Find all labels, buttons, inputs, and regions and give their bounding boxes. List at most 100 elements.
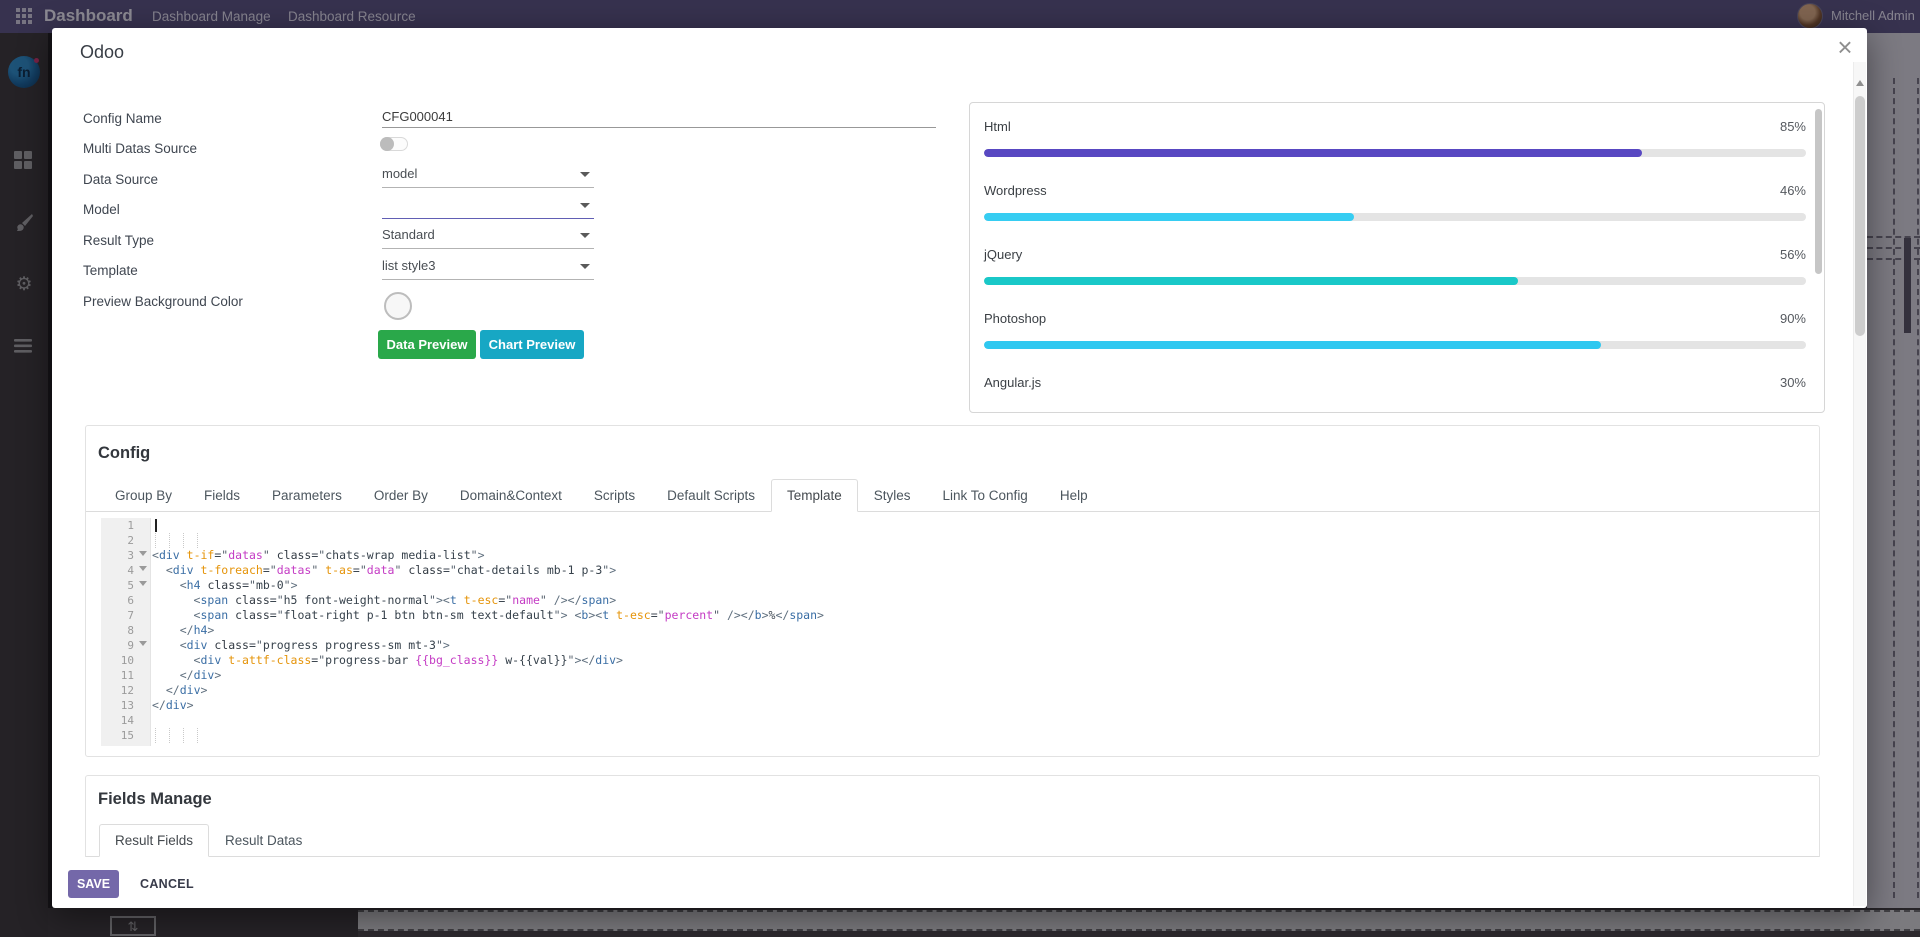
preview-background-color-swatch[interactable] <box>384 292 412 320</box>
tab-scripts[interactable]: Scripts <box>593 488 636 503</box>
modal-scrollbar[interactable] <box>1853 62 1866 906</box>
code-line[interactable]: <div t-if="datas" class="chats-wrap medi… <box>152 548 485 562</box>
code-line[interactable]: <div class="progress progress-sm mt-3"> <box>179 638 450 652</box>
multi-datas-source-toggle[interactable] <box>380 137 408 151</box>
tab-default-scripts[interactable]: Default Scripts <box>667 488 755 503</box>
cancel-button[interactable]: CANCEL <box>140 877 194 891</box>
config-name-label: Config Name <box>83 111 162 126</box>
code-line[interactable]: <span class="h5 font-weight-normal"><t t… <box>193 593 617 607</box>
result-type-select[interactable]: Standard <box>382 223 594 249</box>
menu-dashboard-manage[interactable]: Dashboard Manage <box>152 9 271 24</box>
scrollbar-thumb[interactable] <box>1855 96 1865 336</box>
progress-item-jquery: jQuery 56% <box>984 231 1806 295</box>
backdrop-dark-strip <box>358 931 1920 937</box>
user-name: Mitchell Admin <box>1831 8 1915 23</box>
multi-datas-source-label: Multi Datas Source <box>83 141 198 156</box>
indent-guide <box>197 533 198 548</box>
code-line[interactable] <box>152 713 1806 728</box>
chevron-down-icon <box>580 172 590 177</box>
panel-scrollbar-thumb[interactable] <box>1815 109 1822 274</box>
sidebar-gear-icon[interactable]: ⚙ <box>15 274 33 295</box>
save-button[interactable]: SAVE <box>68 870 119 898</box>
tab-help[interactable]: Help <box>1059 488 1088 503</box>
tab-domain-context[interactable]: Domain&Context <box>459 488 562 503</box>
code-editor[interactable]: 1 2 3 4 5 6 7 8 9 10 11 12 13 14 15 <div t-if="datas" … <box>101 518 1806 746</box>
code-line[interactable] <box>152 518 1806 533</box>
menu-dashboard-resource[interactable]: Dashboard Resource <box>288 9 416 24</box>
backdrop-dashed-line <box>1917 78 1919 898</box>
sidebar-grid-icon[interactable] <box>14 151 34 171</box>
scroll-up-icon[interactable] <box>1856 80 1864 86</box>
app-logo[interactable]: fn <box>8 56 40 88</box>
swap-arrows-icon: ⇅ <box>110 916 156 936</box>
backdrop-dashed-panel <box>358 910 1920 931</box>
line-number: 5 <box>101 578 150 593</box>
template-select[interactable]: list style3 <box>382 254 594 280</box>
template-label: Template <box>83 263 138 278</box>
line-number: 15 <box>120 729 134 742</box>
fold-caret-icon[interactable] <box>139 581 147 586</box>
progress-item-html: Html 85% <box>984 103 1806 167</box>
sidebar-menu-icon[interactable] <box>14 339 34 359</box>
progress-percent: 85% <box>1779 119 1806 134</box>
config-name-input[interactable] <box>382 106 936 128</box>
backdrop-dashed-line <box>1867 247 1920 249</box>
line-number: 1 <box>127 519 134 532</box>
code-line[interactable]: <span class="float-right p-1 btn btn-sm … <box>193 608 824 622</box>
tab-fields[interactable]: Fields <box>204 488 241 503</box>
data-source-select[interactable]: model <box>382 162 594 188</box>
preview-background-color-label: Preview Background Color <box>83 294 243 309</box>
tab-template[interactable]: Template <box>770 479 858 512</box>
progress-fill <box>984 277 1519 285</box>
progress-track <box>984 341 1806 349</box>
config-card: Config Group By Fields Parameters Order By D… <box>85 425 1820 757</box>
line-number: 12 <box>120 684 134 697</box>
tab-group-by[interactable]: Group By <box>115 488 173 503</box>
fold-caret-icon[interactable] <box>139 551 147 556</box>
toggle-knob <box>380 137 394 151</box>
fold-caret-icon[interactable] <box>139 566 147 571</box>
tab-parameters[interactable]: Parameters <box>272 488 342 503</box>
model-select[interactable] <box>382 193 594 219</box>
progress-percent: 30% <box>1779 375 1806 390</box>
line-number: 14 <box>120 714 134 727</box>
code-line[interactable]: </div> <box>152 698 194 712</box>
tab-link-to-config[interactable]: Link To Config <box>942 488 1028 503</box>
tab-order-by[interactable]: Order By <box>373 488 428 503</box>
code-line[interactable]: </h4> <box>179 623 215 637</box>
line-number: 13 <box>120 699 134 712</box>
line-number: 8 <box>127 624 134 637</box>
code-line[interactable]: <div t-attf-class="progress-bar {{bg_cla… <box>193 653 623 667</box>
chevron-down-icon <box>580 264 590 269</box>
apps-grid-icon[interactable] <box>16 8 33 25</box>
code-line[interactable]: <h4 class="mb-0"> <box>179 578 298 592</box>
indent-guide <box>197 728 198 743</box>
backdrop-dashed-line <box>1893 78 1895 898</box>
progress-percent: 56% <box>1779 247 1806 262</box>
backdrop-dashed-line <box>1867 258 1920 260</box>
line-number: 6 <box>127 594 134 607</box>
config-tabs: Group By Fields Parameters Order By Domain&C… <box>86 479 1819 512</box>
data-preview-button[interactable]: Data Preview <box>378 330 476 359</box>
chart-preview-button[interactable]: Chart Preview <box>480 330 584 359</box>
progress-item-photoshop: Photoshop 90% <box>984 295 1806 359</box>
code-line[interactable] <box>152 533 1806 548</box>
app-menu-dashboard[interactable]: Dashboard <box>44 6 133 25</box>
code-line[interactable]: </div> <box>179 668 222 682</box>
progress-label: Wordpress <box>984 183 1047 198</box>
indent-guide <box>155 533 156 548</box>
editor-code-area[interactable]: <div t-if="datas" class="chats-wrap medi… <box>152 518 1806 746</box>
code-line[interactable]: </div> <box>165 683 208 697</box>
indent-guide <box>169 728 170 743</box>
tab-result-fields[interactable]: Result Fields <box>99 824 210 857</box>
result-type-label: Result Type <box>83 233 155 248</box>
tab-styles[interactable]: Styles <box>873 488 911 503</box>
code-line[interactable] <box>152 728 1806 743</box>
close-icon[interactable]: × <box>1837 32 1853 62</box>
progress-item-angular-js: Angular.js 30% <box>984 359 1806 412</box>
fold-caret-icon[interactable] <box>139 641 147 646</box>
code-line[interactable]: <div t-foreach="datas" t-as="data" class… <box>165 563 617 577</box>
tab-result-datas[interactable]: Result Datas <box>225 833 303 848</box>
sidebar-brush-icon[interactable] <box>14 213 34 233</box>
